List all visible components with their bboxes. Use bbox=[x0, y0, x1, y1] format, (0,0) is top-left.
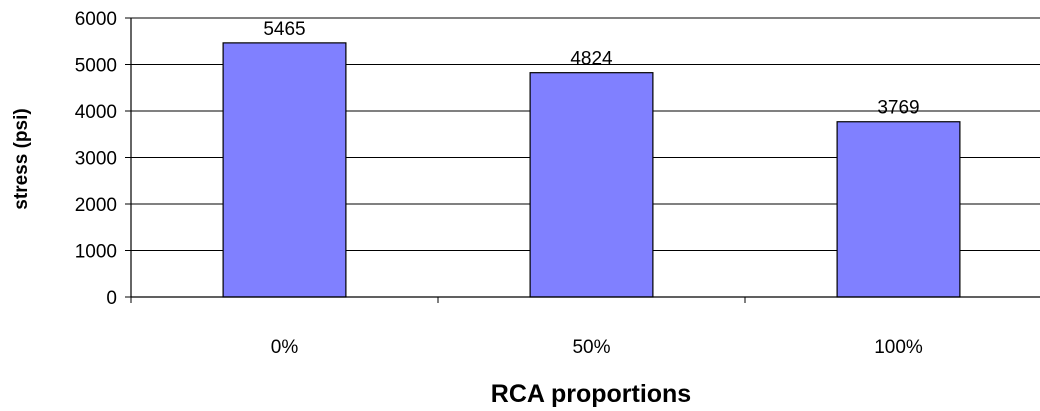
y-tick-label: 2000 bbox=[75, 195, 117, 216]
y-tick-label: 6000 bbox=[75, 9, 117, 30]
x-tick-label: 100% bbox=[874, 337, 923, 358]
y-tick-label: 4000 bbox=[75, 102, 117, 123]
x-tick-label: 50% bbox=[572, 337, 610, 358]
y-tick-labels: 0 1000 2000 3000 4000 5000 6000 bbox=[75, 9, 117, 309]
y-tick-label: 0 bbox=[106, 288, 117, 309]
data-label: 5465 bbox=[263, 19, 305, 40]
x-tick-labels: 0% 50% 100% bbox=[271, 337, 923, 358]
bar bbox=[836, 121, 961, 298]
data-label: 4824 bbox=[570, 49, 613, 70]
y-tick-label: 1000 bbox=[75, 242, 117, 263]
data-labels: 5465 4824 3769 bbox=[263, 19, 919, 119]
bars bbox=[222, 42, 961, 298]
y-tick-label: 5000 bbox=[75, 56, 117, 77]
y-axis-title: stress (psi) bbox=[11, 108, 32, 209]
y-tick-label: 3000 bbox=[75, 149, 117, 170]
x-tick-label: 0% bbox=[271, 337, 299, 358]
x-axis-title: RCA proportions bbox=[491, 380, 691, 408]
bar bbox=[222, 42, 347, 298]
axes bbox=[125, 17, 1040, 303]
data-label: 3769 bbox=[877, 98, 919, 119]
bar bbox=[529, 72, 654, 298]
